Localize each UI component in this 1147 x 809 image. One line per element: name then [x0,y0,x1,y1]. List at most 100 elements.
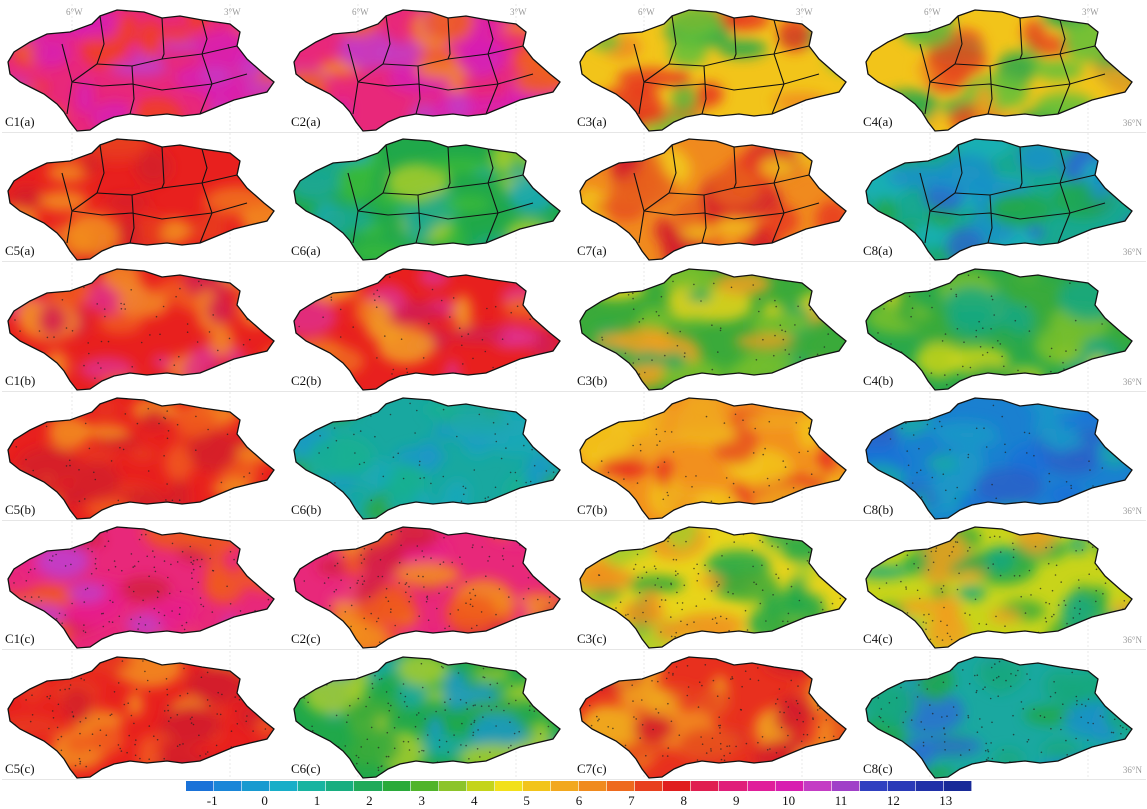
station-dot [92,536,95,538]
station-dot [321,630,323,633]
field-patch [774,700,809,735]
station-dot [199,565,201,568]
station-dot [212,313,214,316]
station-dot [636,553,639,556]
station-dot [931,620,934,622]
station-dot [719,731,721,734]
station-dot [1110,691,1112,693]
station-dot [303,690,306,693]
station-dot [252,504,255,507]
station-dot [894,625,897,628]
station-dot [52,716,55,719]
station-dot [586,610,589,613]
station-dot [458,326,461,329]
station-dot [389,413,392,416]
region-outline [7,655,275,779]
station-dot [976,673,979,676]
station-dot [51,709,54,712]
colorbar-tick-label: 2 [366,793,373,808]
station-dot [78,468,80,471]
station-dot [1028,329,1031,332]
station-dot [605,481,608,484]
field-patch [809,21,846,36]
station-dot [83,624,85,627]
station-dot [439,563,441,566]
field-patch [243,368,274,385]
field-patch [1005,303,1035,335]
station-dot [379,559,382,561]
station-dot [826,767,829,770]
station-dot [922,621,925,624]
station-dot [384,334,386,337]
station-dot [991,766,994,769]
station-dot [807,551,810,554]
station-dot [468,757,470,760]
station-dot [1088,624,1091,627]
field-patch [8,477,60,504]
station-dot [468,506,471,509]
station-dot [1088,573,1090,576]
station-dot [99,728,102,731]
station-dot [753,491,755,493]
station-dot [638,320,641,323]
field-patch [1058,276,1122,321]
lat-label-36n: 36°N [1122,505,1142,516]
station-dot [318,537,321,540]
station-dot [1045,621,1048,623]
province-border [71,145,105,212]
station-dot [377,769,380,771]
station-dot [583,285,586,288]
station-dot [235,709,237,712]
station-dot [1024,305,1027,308]
station-dot [158,422,160,425]
station-dot [1106,383,1108,386]
station-dot [721,555,723,557]
station-dot [405,591,407,594]
station-dot [667,702,669,704]
field-patch [887,165,953,190]
station-dot [670,583,672,586]
station-dot [159,763,161,766]
station-dot [998,764,1001,766]
station-dot [167,576,169,579]
station-dot [1021,633,1024,636]
station-dot [365,628,367,630]
field-patch [450,325,507,343]
province-border [357,145,391,212]
station-dot [26,539,28,542]
field-patch [957,445,985,472]
region-outline [865,655,1133,779]
station-dot [590,404,593,407]
station-dot [159,333,161,335]
station-dot [799,355,801,358]
field-patch [667,10,724,41]
field-patch [206,295,234,324]
station-dot [202,605,205,608]
station-dot [926,423,929,426]
colorbar-swatch [916,781,945,791]
station-dot [1089,469,1091,471]
station-dot [68,459,71,461]
field-patch [774,109,834,131]
station-dot [469,603,472,606]
station-dot [71,602,73,605]
field-patch [1117,25,1132,44]
station-dot [209,557,211,560]
station-dot [949,448,951,451]
region-map [7,262,275,391]
station-dot [363,617,365,620]
station-dot [589,541,591,544]
station-dot [109,714,112,716]
province-border [987,65,993,115]
station-dot [622,491,624,494]
station-dot [990,741,992,744]
station-dot [660,631,662,633]
station-dot [496,682,499,684]
field-patch [1075,428,1130,442]
colorbar-swatch [270,781,299,791]
station-dot [802,765,804,767]
panel-label: C7(b) [577,501,608,517]
station-dot [120,307,123,310]
station-dot [107,340,110,342]
colorbar-tick-label: 7 [628,793,635,808]
